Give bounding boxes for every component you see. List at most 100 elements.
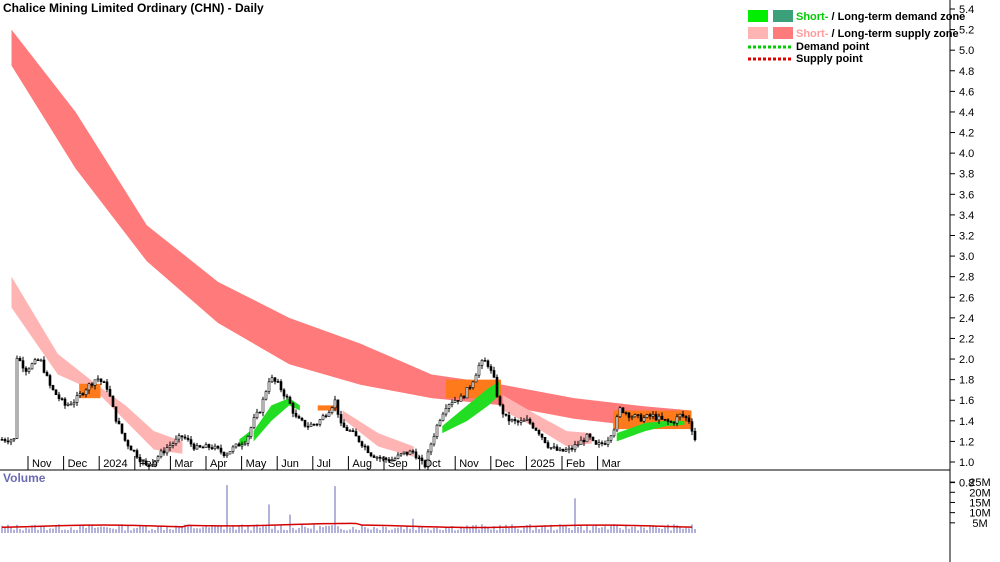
legend-demand-prefix: Short- [796, 11, 829, 23]
candle-body [633, 414, 637, 418]
candle-body [267, 381, 271, 392]
candle-body [309, 423, 313, 427]
candle-body [207, 444, 211, 448]
candle-body [33, 359, 37, 365]
month-tick-label: Dec [495, 458, 515, 470]
candle-body [66, 403, 70, 406]
candle-body [669, 421, 673, 423]
candle-body [162, 450, 166, 454]
candle-body [534, 427, 538, 431]
candle-body [147, 464, 151, 467]
candle-body [372, 455, 376, 458]
price-tick-label: 3.8 [959, 169, 974, 181]
candle-body [606, 439, 610, 445]
price-tick-label: 3.4 [959, 210, 974, 222]
candle-body [84, 389, 88, 395]
candle-body [276, 381, 280, 383]
candle-body [357, 435, 361, 442]
candle-body [129, 445, 133, 451]
candle-body [261, 398, 265, 413]
candle-body [27, 368, 31, 372]
candle-body [336, 399, 340, 415]
candle-body [279, 381, 283, 391]
candle-body [612, 429, 616, 437]
candle-body [249, 427, 253, 437]
candle-body [48, 375, 52, 386]
candle-body [594, 440, 598, 445]
candle-body [6, 440, 10, 443]
candle-body [177, 435, 181, 440]
candle-body [24, 367, 28, 372]
candle-body [36, 359, 40, 361]
candle-body [90, 383, 94, 386]
candle-body [198, 445, 202, 448]
candle-body [99, 378, 103, 382]
candle-body [75, 395, 79, 403]
month-tick-label: 2024 [103, 458, 127, 470]
candle-body [240, 444, 244, 447]
candle-body [384, 457, 388, 460]
candle-body [318, 419, 322, 425]
candle-body [330, 407, 334, 413]
candle-body [432, 436, 436, 445]
candle-body [339, 414, 343, 424]
candle-body [321, 415, 325, 421]
long-term-supply-zone [11, 29, 692, 430]
candle-body [639, 414, 643, 422]
candle-body [507, 415, 511, 422]
candle-body [627, 412, 631, 418]
candle-body [525, 418, 529, 421]
candle-body [579, 439, 583, 445]
month-tick-label: May [246, 458, 267, 470]
candle-body [519, 420, 523, 423]
candle-body [252, 417, 256, 428]
candle-body [186, 437, 190, 440]
candle-body [120, 423, 124, 434]
candle-body [516, 420, 520, 423]
candle-body [426, 451, 430, 468]
candle-body [123, 432, 127, 441]
candle-body [288, 396, 292, 404]
candle-body [165, 447, 169, 454]
price-tick-label: 1.6 [959, 395, 974, 407]
candle-body [156, 456, 160, 461]
candle-body [465, 387, 469, 399]
candle-body [435, 424, 439, 437]
candle-body [678, 413, 682, 418]
candle-body [360, 441, 364, 447]
legend-supply-sep: / [828, 28, 837, 40]
candle-body [438, 420, 442, 426]
candle-body [45, 372, 49, 376]
candle-body [630, 416, 634, 419]
month-tick-label: 2025 [530, 458, 554, 470]
candle-body [474, 374, 478, 383]
price-tick-label: 1.2 [959, 436, 974, 448]
price-tick-label: 3.0 [959, 251, 974, 263]
candle-body [468, 387, 472, 389]
price-tick-label: 4.4 [959, 107, 974, 119]
legend-supply-zone-label: Short- / Long-term supply zone [796, 28, 959, 40]
price-tick-label: 3.6 [959, 189, 974, 201]
volume-average-line [1, 522, 693, 529]
candle-body [480, 360, 484, 366]
candle-body [615, 416, 619, 431]
candle-body [402, 451, 406, 454]
candle-body [471, 381, 475, 388]
candle-body [393, 458, 397, 461]
candle-body [39, 359, 43, 362]
candle-body [153, 460, 157, 466]
candle-body [366, 446, 370, 454]
month-axis: Nov Dec 2024 Feb Mar Apr May Jun Jul Aug Sep Oct Nov… [0, 456, 950, 471]
candle-body [555, 446, 559, 451]
candle-body [297, 416, 301, 419]
candle-body [150, 464, 154, 467]
candle-body [30, 363, 34, 370]
candle-body [423, 460, 427, 468]
candle-body [486, 360, 490, 367]
candle-body [105, 381, 109, 390]
chart-title: Chalice Mining Limited Ordinary (CHN) - … [3, 1, 264, 15]
candle-body [108, 389, 112, 397]
candle-body [192, 443, 196, 450]
month-tick-label: Nov [32, 458, 52, 470]
legend-demand-sep: / [828, 11, 837, 23]
